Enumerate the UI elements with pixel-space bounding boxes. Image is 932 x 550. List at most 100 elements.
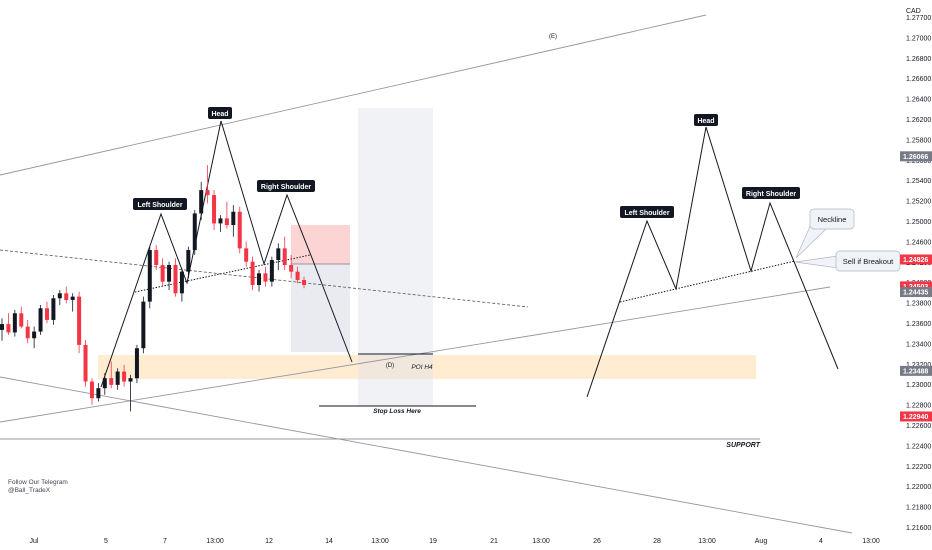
candle[interactable]	[205, 165, 210, 204]
hs-pattern-path[interactable]	[100, 120, 353, 388]
candle[interactable]	[0, 318, 4, 341]
price-axis-tick: 1.23400	[906, 341, 931, 348]
candle[interactable]	[77, 291, 82, 354]
time-axis-tick: 13:00	[698, 538, 716, 545]
candle[interactable]	[257, 270, 262, 292]
price-axis-tick: 1.22600	[906, 423, 931, 430]
projection-target-box	[358, 108, 433, 406]
candle[interactable]	[160, 258, 165, 287]
candle[interactable]	[192, 210, 197, 256]
time-axis-tick: 12	[265, 538, 273, 545]
candle[interactable]	[83, 339, 88, 387]
price-axis[interactable]: 1.27700 1.27000 1.26800 1.26600 1.26400 1.262…	[906, 15, 931, 532]
candle[interactable]	[154, 245, 159, 270]
time-axis-tick: 19	[429, 538, 437, 545]
telegram-footer-line2: @Ball_TradeX	[8, 487, 51, 494]
lower-channel-line[interactable]	[0, 286, 831, 423]
candle[interactable]	[282, 236, 287, 270]
price-axis-tick: 1.25400	[906, 178, 931, 185]
price-axis-tick: 1.22400	[906, 443, 931, 450]
label-head: Head	[208, 107, 232, 119]
svg-text:1.22940: 1.22940	[903, 414, 928, 421]
candle[interactable]	[96, 383, 101, 402]
price-axis-tick: 1.25200	[906, 199, 931, 206]
candle[interactable]	[134, 344, 139, 384]
label-projection-left-shoulder: Left Shoulder	[620, 206, 674, 218]
time-axis-tick: 5	[104, 538, 108, 545]
price-tag: 1.24826	[900, 254, 932, 265]
candle[interactable]	[244, 241, 249, 267]
currency-label: CAD	[906, 8, 921, 15]
neckline-projection-dotted[interactable]	[619, 260, 796, 303]
price-axis-tick: 1.27700	[906, 15, 931, 22]
time-axis-tick: 7	[163, 538, 167, 545]
sell-breakout-callout: Sell if Breakout	[794, 250, 901, 272]
candle[interactable]	[141, 296, 146, 354]
candle[interactable]	[173, 258, 178, 297]
hs-projection-path[interactable]	[586, 126, 839, 398]
candle[interactable]	[218, 215, 223, 232]
price-axis-tick: 1.26800	[906, 56, 931, 63]
candle[interactable]	[44, 301, 49, 324]
candle[interactable]	[302, 276, 306, 289]
candle[interactable]	[263, 266, 268, 287]
price-axis-tick: 1.23600	[906, 321, 931, 328]
candle[interactable]	[51, 294, 56, 325]
candle[interactable]	[70, 293, 75, 312]
candle[interactable]	[122, 364, 127, 387]
svg-text:1.24435: 1.24435	[903, 290, 928, 297]
label-projection-right-shoulder: Right Shoulder	[742, 187, 800, 199]
time-axis-tick: Aug	[755, 538, 768, 545]
candle[interactable]	[289, 255, 294, 279]
candle[interactable]	[231, 205, 236, 237]
candle[interactable]	[212, 190, 217, 231]
candle[interactable]	[32, 326, 37, 349]
price-axis-tick: 1.23200	[906, 362, 931, 369]
label-left-shoulder: Left Shoulder	[133, 198, 187, 210]
poi-h4-zone	[98, 355, 756, 379]
price-axis-tick: 1.21800	[906, 505, 931, 512]
candlestick-series[interactable]	[0, 165, 306, 412]
upper-channel-line[interactable]	[0, 14, 707, 176]
candle[interactable]	[167, 261, 172, 290]
candle[interactable]	[19, 306, 24, 329]
candle[interactable]	[295, 266, 300, 284]
candle[interactable]	[38, 304, 43, 335]
neckline-callout: Neckline	[795, 208, 855, 259]
price-axis-tick: 1.25000	[906, 219, 931, 226]
candle[interactable]	[25, 319, 30, 344]
time-axis-tick: 13:00	[532, 538, 550, 545]
candle[interactable]	[250, 256, 255, 290]
candle[interactable]	[276, 243, 281, 270]
time-axis-tick: 21	[490, 538, 498, 545]
candle[interactable]	[64, 286, 69, 304]
time-axis-tick: 26	[593, 538, 601, 545]
price-axis-tick: 1.21600	[906, 525, 931, 532]
candle[interactable]	[115, 368, 120, 390]
candle[interactable]	[179, 268, 184, 302]
short-position-stop	[291, 225, 350, 264]
descending-trendline[interactable]	[0, 376, 853, 534]
svg-text:1.23488: 1.23488	[903, 368, 928, 375]
time-axis-tick: 28	[653, 538, 661, 545]
candle[interactable]	[237, 206, 242, 254]
candle[interactable]	[109, 361, 114, 389]
candle[interactable]	[12, 309, 17, 337]
time-axis[interactable]: Jul 5 7 13:00 12 14 13:00 19 21 13:00 26 28 13:00 Aug…	[30, 538, 880, 545]
price-axis-tick: 1.22800	[906, 403, 931, 410]
candle[interactable]	[224, 201, 229, 229]
price-axis-tick: 1.24600	[906, 239, 931, 246]
candle[interactable]	[269, 256, 274, 287]
candle[interactable]	[199, 181, 204, 221]
candle[interactable]	[128, 374, 133, 412]
candle[interactable]	[186, 246, 191, 279]
candle[interactable]	[89, 378, 94, 405]
price-tag: 1.23488	[900, 365, 932, 376]
candle[interactable]	[147, 246, 152, 309]
svg-text:Left Shoulder: Left Shoulder	[624, 210, 669, 217]
candle[interactable]	[6, 313, 11, 335]
candle[interactable]	[102, 373, 107, 395]
candle[interactable]	[57, 289, 62, 305]
support-label: SUPPORT	[726, 442, 760, 449]
